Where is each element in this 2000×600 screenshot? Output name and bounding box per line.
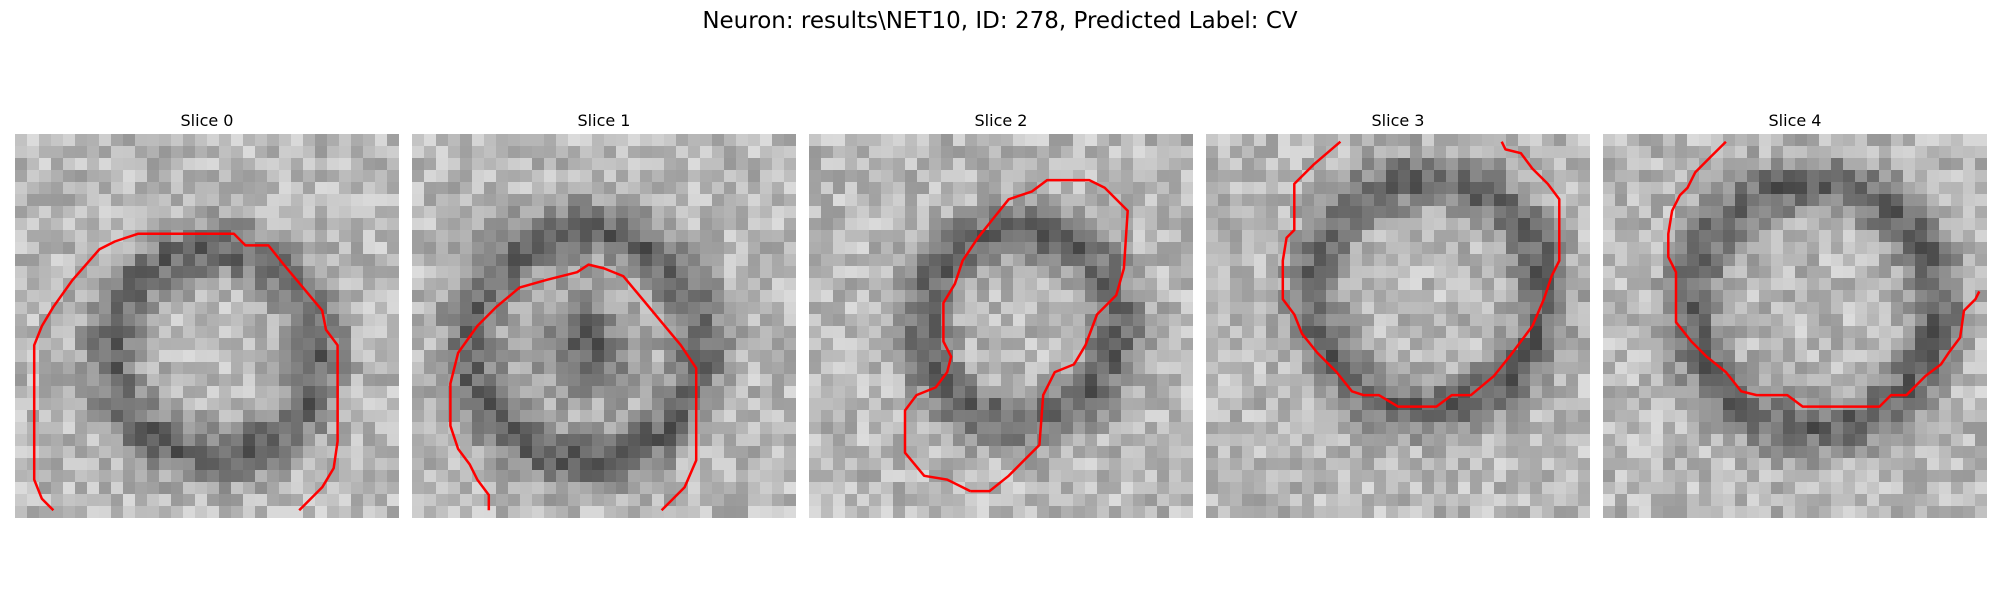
slice-image [1206, 134, 1590, 518]
slice-image [809, 134, 1193, 518]
slice-image [412, 134, 796, 518]
segmentation-contour [32, 232, 339, 512]
segmentation-contour [1667, 140, 1981, 408]
slice-title: Slice 2 [974, 111, 1028, 130]
slice-title: Slice 1 [577, 111, 631, 130]
figure-title: Neuron: results\NET10, ID: 278, Predicte… [702, 8, 1298, 34]
slice-panel-1: Slice 1 [412, 108, 796, 518]
slice-panel-3: Slice 3 [1206, 108, 1590, 518]
segmentation-contour [903, 178, 1129, 493]
segmentation-contour [449, 263, 698, 512]
slice-image [1603, 134, 1987, 518]
slice-title: Slice 3 [1371, 111, 1425, 130]
slice-panel-0: Slice 0 [15, 108, 399, 518]
slice-title: Slice 0 [180, 111, 234, 130]
slice-panel-4: Slice 4 [1603, 108, 1987, 518]
slice-panel-2: Slice 2 [809, 108, 1193, 518]
slice-title: Slice 4 [1768, 111, 1822, 130]
segmentation-contour [1281, 140, 1561, 408]
slice-image [15, 134, 399, 518]
